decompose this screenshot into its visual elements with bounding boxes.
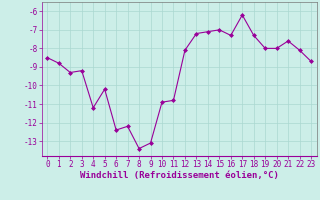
X-axis label: Windchill (Refroidissement éolien,°C): Windchill (Refroidissement éolien,°C) [80,171,279,180]
